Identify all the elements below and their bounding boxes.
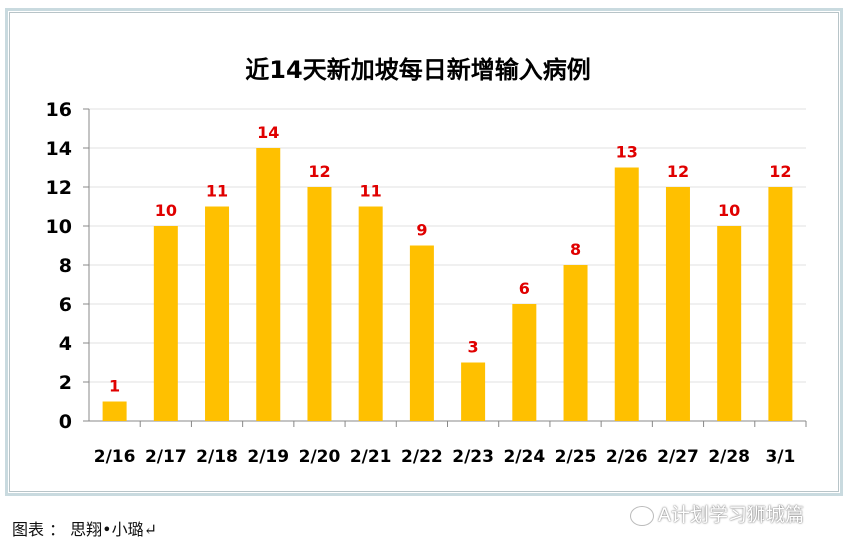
x-tick-label: 2/24	[503, 447, 545, 467]
x-tick-label: 2/21	[350, 447, 392, 467]
x-tick-label: 2/17	[145, 447, 187, 467]
watermark: A计划学习狮城篇	[630, 500, 804, 527]
data-label: 10	[718, 201, 740, 220]
x-tick-label: 2/25	[555, 447, 597, 467]
bar	[307, 187, 332, 421]
y-tick-label: 0	[59, 411, 72, 433]
x-tick-label: 2/16	[94, 447, 136, 467]
watermark-text: A计划学习狮城篇	[658, 504, 804, 526]
bar	[102, 401, 127, 421]
chart-title: 近14天新加坡每日新增输入病例	[245, 56, 590, 84]
y-tick-label: 6	[59, 294, 72, 316]
bar	[256, 148, 281, 421]
data-label: 6	[519, 279, 530, 298]
bar	[512, 304, 537, 421]
bar	[614, 167, 639, 421]
data-label: 8	[570, 240, 581, 259]
y-tick-label: 10	[46, 216, 72, 238]
y-tick-label: 14	[46, 138, 72, 160]
wechat-icon	[630, 505, 654, 526]
x-tick-label: 2/19	[247, 447, 289, 467]
data-label: 12	[667, 162, 689, 181]
bar	[205, 206, 230, 421]
data-label: 12	[769, 162, 791, 181]
x-tick-label: 2/20	[299, 447, 341, 467]
y-tick-label: 12	[46, 177, 72, 199]
bar	[461, 362, 486, 421]
data-label: 11	[360, 182, 382, 201]
data-label: 9	[416, 221, 427, 240]
data-label: 10	[155, 201, 177, 220]
bar	[768, 187, 793, 421]
data-label: 11	[206, 182, 228, 201]
x-tick-label: 2/22	[401, 447, 443, 467]
data-label: 12	[308, 162, 330, 181]
x-tick-label: 2/26	[606, 447, 648, 467]
data-label: 14	[257, 123, 279, 142]
bar	[665, 187, 690, 421]
data-label: 13	[616, 143, 638, 162]
data-label: 3	[468, 338, 479, 357]
bar	[717, 226, 742, 421]
chart-frame	[5, 8, 843, 496]
y-tick-label: 2	[59, 372, 72, 394]
x-tick-label: 2/28	[708, 447, 750, 467]
x-tick-label: 2/18	[196, 447, 238, 467]
bar	[153, 226, 178, 421]
x-tick-label: 2/23	[452, 447, 494, 467]
y-tick-label: 8	[59, 255, 72, 277]
bar	[409, 245, 434, 421]
chart-border	[9, 12, 839, 492]
y-tick-label: 4	[59, 333, 72, 355]
bar	[358, 206, 383, 421]
data-label: 1	[109, 377, 120, 396]
x-tick-label: 3/1	[765, 447, 795, 467]
y-tick-label: 16	[46, 99, 72, 121]
x-tick-label: 2/27	[657, 447, 699, 467]
caption: 图表 ： 思翔•小璐↵	[12, 520, 158, 539]
bar	[563, 265, 588, 421]
